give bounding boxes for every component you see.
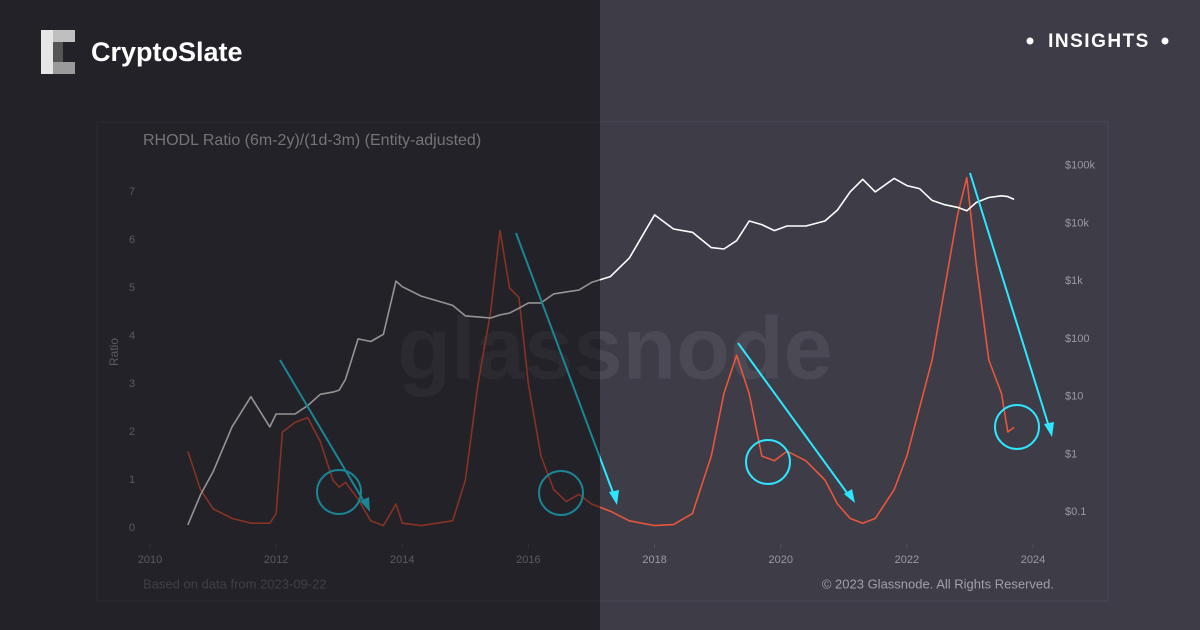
insights-tag: INSIGHTS [1048, 31, 1150, 52]
logo-block [53, 62, 75, 74]
arrow-head [844, 489, 855, 503]
dot [1161, 37, 1169, 45]
arrow-head [1044, 422, 1054, 437]
y2-tick-label: $100 [1065, 333, 1089, 345]
arrow [279, 359, 367, 506]
y2-tick-label: $10k [1065, 217, 1089, 229]
logo-icon [41, 30, 75, 74]
highlight-circle [538, 470, 584, 516]
arrow [969, 172, 1051, 431]
arrow-head [609, 490, 619, 505]
dot [1026, 37, 1034, 45]
y-tick-label: 6 [129, 234, 135, 246]
chart-title: RHODL Ratio (6m-2y)/(1d-3m) (Entity-adju… [143, 132, 481, 149]
plot: 0 1 2 3 4 5 6 7 $0.1 $1 $10 $100 $1k $10k $100k 2010 201… [129, 159, 1096, 566]
logo-block [41, 30, 53, 74]
brand: CryptoSlate [91, 37, 243, 67]
arrow-head [360, 497, 370, 512]
left-shade [0, 0, 600, 630]
x-tick-label: 2022 [895, 554, 919, 566]
x-tick-label: 2020 [768, 554, 792, 566]
y2-tick-label: $1 [1065, 448, 1077, 460]
highlight-circle [745, 439, 791, 485]
x-tick-label: 2014 [390, 554, 414, 566]
arrow [737, 342, 851, 498]
y-tick-label: 1 [129, 474, 135, 486]
y-tick-label: 7 [129, 186, 135, 198]
y-tick-label: 0 [129, 522, 135, 534]
highlight-circle [994, 404, 1040, 450]
x-tick-label: 2016 [516, 554, 540, 566]
y-tick-label: 5 [129, 282, 135, 294]
logo-block [53, 30, 75, 42]
arrow [515, 232, 616, 499]
y2-tick-label: $100k [1065, 159, 1095, 171]
x-tick-label: 2012 [264, 554, 288, 566]
y-tick-label: 4 [129, 330, 135, 342]
x-tick-label: 2024 [1021, 554, 1045, 566]
chart-panel [96, 121, 1109, 602]
y2-tick-label: $10 [1065, 391, 1083, 403]
y-tick-label: 3 [129, 378, 135, 390]
watermark: glassnode [397, 298, 832, 397]
y-axis-label: Ratio [107, 338, 121, 366]
y-tick-label: 2 [129, 426, 135, 438]
annotations [279, 172, 1054, 516]
data-line [187, 176, 1015, 527]
data-line [187, 177, 1015, 526]
logo-block [53, 42, 63, 62]
x-tick-label: 2018 [642, 554, 666, 566]
copyright: © 2023 Glassnode. All Rights Reserved. [822, 576, 1054, 591]
x-tick-label: 2010 [138, 554, 162, 566]
y2-tick-label: $0.1 [1065, 506, 1086, 518]
y2-tick-label: $1k [1065, 275, 1083, 287]
footnote: Based on data from 2023-09-22 [143, 576, 327, 591]
highlight-circle [316, 469, 362, 515]
